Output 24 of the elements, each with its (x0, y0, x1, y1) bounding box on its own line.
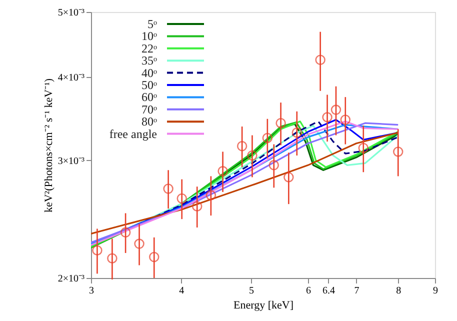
legend-label: 35ᵒ (142, 54, 158, 68)
legend-label: 70ᵒ (142, 102, 158, 116)
x-tick-label: 3 (89, 286, 94, 296)
legend-label: 40ᵒ (142, 66, 158, 80)
x-tick-label: 6.4 (322, 286, 335, 296)
legend-label: 50ᵒ (142, 78, 158, 92)
y-tick-label: 2×10⁻³ (58, 274, 84, 284)
legend-label: free angle (109, 126, 157, 141)
x-tick-label: 4 (179, 286, 184, 296)
y-tick-label: 3×10⁻³ (58, 156, 84, 167)
legend-label: 80ᵒ (142, 114, 158, 129)
legend-label: 22ᵒ (142, 41, 158, 56)
y-tick-label: 4×10⁻³ (58, 72, 84, 84)
x-tick-label: 5 (248, 286, 254, 296)
x-tick-label: 8 (396, 286, 402, 296)
y-tick-label: 5×10⁻³ (58, 8, 84, 18)
x-tick-label: 6 (306, 286, 312, 296)
legend-label: 10ᵒ (142, 29, 158, 44)
x-tick-label: 7 (354, 286, 360, 296)
x-tick-label: 9 (433, 286, 438, 296)
x-axis-title: Energy [keV] (234, 300, 294, 312)
legend-label: 60ᵒ (142, 90, 158, 104)
y-axis-title: keV²(Photons×cm⁻² s⁻¹ keV⁻¹) (42, 78, 55, 213)
legend-label: 5ᵒ (148, 17, 158, 31)
